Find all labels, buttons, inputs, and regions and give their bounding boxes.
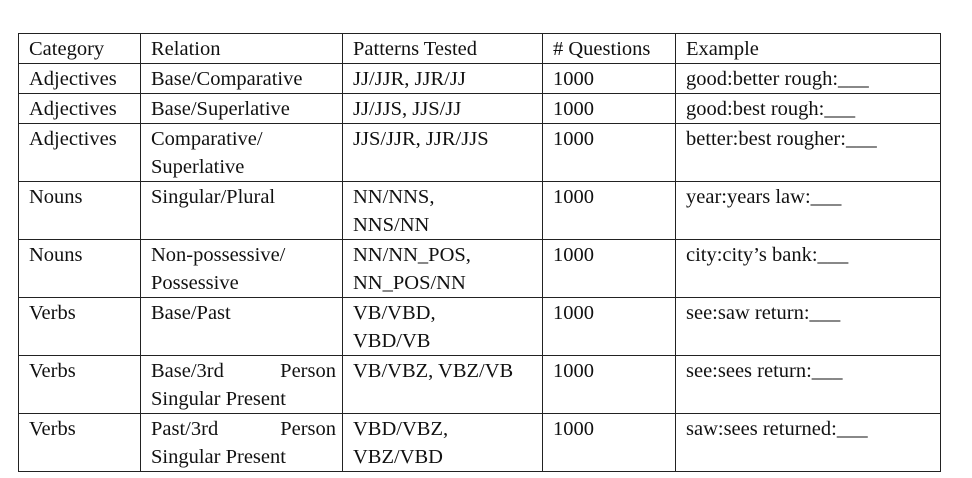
- table-row: Adjectives Base/Comparative JJ/JJR, JJR/…: [18, 63, 941, 94]
- relation-line: Singular Present: [151, 446, 286, 468]
- cell-category: Verbs: [18, 355, 141, 414]
- patterns-line: NN/NN_POS,: [353, 244, 471, 266]
- cell-patterns: VB/VBZ, VBZ/VB: [342, 355, 543, 414]
- cell-patterns: VB/VBD, VBD/VB: [342, 297, 543, 356]
- cell-example: good:better rough:___: [675, 63, 941, 94]
- cell-category: Verbs: [18, 413, 141, 472]
- cell-questions: 1000: [542, 63, 676, 94]
- relation-line: Past/3rd Person: [151, 418, 336, 440]
- patterns-line: JJ/JJS, JJS/JJ: [353, 98, 462, 120]
- table-row: Adjectives Base/Superlative JJ/JJS, JJS/…: [18, 93, 941, 124]
- cell-questions: 1000: [542, 413, 676, 472]
- patterns-line: JJ/JJR, JJR/JJ: [353, 68, 466, 90]
- patterns-line: NN/NNS,: [353, 186, 435, 208]
- relation-line: Non-possessive/: [151, 244, 286, 266]
- table-row: Nouns Non-possessive/ Possessive NN/NN_P…: [18, 239, 941, 298]
- table-row: Nouns Singular/Plural NN/NNS, NNS/NN 100…: [18, 181, 941, 240]
- relation-line: Base/Superlative: [151, 98, 290, 120]
- relation-line: Base/Past: [151, 302, 231, 324]
- cell-relation: Base/Past: [140, 297, 343, 356]
- patterns-line: VBZ/VBD: [353, 446, 443, 468]
- patterns-line: VBD/VBZ,: [353, 418, 449, 440]
- analogy-relations-table: Category Relation Patterns Tested # Ques…: [18, 33, 941, 472]
- table-row: Verbs Past/3rd Person Singular Present V…: [18, 413, 941, 472]
- cell-relation: Past/3rd Person Singular Present: [140, 413, 343, 472]
- header-example: Example: [675, 33, 941, 64]
- relation-line: Base/Comparative: [151, 68, 303, 90]
- cell-category: Nouns: [18, 181, 141, 240]
- cell-patterns: JJS/JJR, JJR/JJS: [342, 123, 543, 182]
- cell-questions: 1000: [542, 123, 676, 182]
- cell-example: good:best rough:___: [675, 93, 941, 124]
- patterns-line: VB/VBD,: [353, 302, 436, 324]
- cell-category: Adjectives: [18, 63, 141, 94]
- header-questions: # Questions: [542, 33, 676, 64]
- patterns-line: JJS/JJR, JJR/JJS: [353, 128, 489, 150]
- table-header-row: Category Relation Patterns Tested # Ques…: [18, 33, 941, 64]
- cell-questions: 1000: [542, 355, 676, 414]
- cell-relation: Base/Comparative: [140, 63, 343, 94]
- patterns-line: NNS/NN: [353, 214, 430, 236]
- cell-relation: Base/Superlative: [140, 93, 343, 124]
- cell-example: see:sees return:___: [675, 355, 941, 414]
- header-patterns-tested: Patterns Tested: [342, 33, 543, 64]
- cell-relation: Singular/Plural: [140, 181, 343, 240]
- cell-patterns: NN/NN_POS, NN_POS/NN: [342, 239, 543, 298]
- header-relation: Relation: [140, 33, 343, 64]
- cell-example: better:best rougher:___: [675, 123, 941, 182]
- cell-category: Adjectives: [18, 123, 141, 182]
- cell-relation: Comparative/ Superlative: [140, 123, 343, 182]
- table-row: Verbs Base/Past VB/VBD, VBD/VB 1000 see:…: [18, 297, 941, 356]
- cell-questions: 1000: [542, 93, 676, 124]
- cell-questions: 1000: [542, 239, 676, 298]
- cell-category: Verbs: [18, 297, 141, 356]
- cell-patterns: VBD/VBZ, VBZ/VBD: [342, 413, 543, 472]
- cell-example: saw:sees returned:___: [675, 413, 941, 472]
- relation-line: Superlative: [151, 156, 245, 178]
- relation-line: Comparative/: [151, 128, 263, 150]
- cell-category: Nouns: [18, 239, 141, 298]
- cell-patterns: JJ/JJS, JJS/JJ: [342, 93, 543, 124]
- relation-line: Base/3rd Person: [151, 360, 336, 382]
- cell-example: see:saw return:___: [675, 297, 941, 356]
- patterns-line: VB/VBZ, VBZ/VB: [353, 360, 514, 382]
- relation-line: Singular/Plural: [151, 186, 276, 208]
- cell-category: Adjectives: [18, 93, 141, 124]
- cell-patterns: JJ/JJR, JJR/JJ: [342, 63, 543, 94]
- patterns-line: VBD/VB: [353, 330, 431, 352]
- cell-questions: 1000: [542, 181, 676, 240]
- table-row: Verbs Base/3rd Person Singular Present V…: [18, 355, 941, 414]
- relation-line: Possessive: [151, 272, 239, 294]
- patterns-line: NN_POS/NN: [353, 272, 466, 294]
- cell-example: year:years law:___: [675, 181, 941, 240]
- cell-relation: Base/3rd Person Singular Present: [140, 355, 343, 414]
- relation-line: Singular Present: [151, 388, 286, 410]
- cell-relation: Non-possessive/ Possessive: [140, 239, 343, 298]
- cell-patterns: NN/NNS, NNS/NN: [342, 181, 543, 240]
- table-row: Adjectives Comparative/ Superlative JJS/…: [18, 123, 941, 182]
- cell-example: city:city’s bank:___: [675, 239, 941, 298]
- cell-questions: 1000: [542, 297, 676, 356]
- header-category: Category: [18, 33, 141, 64]
